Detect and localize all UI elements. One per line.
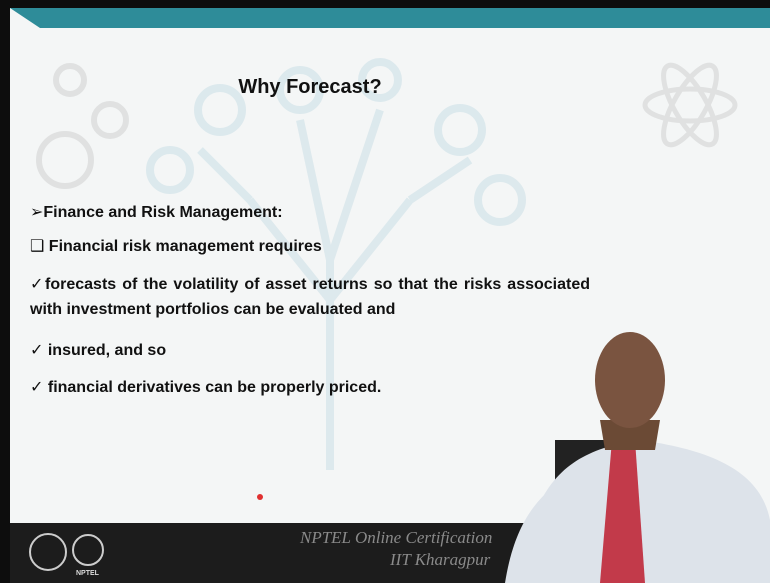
- footer-line: IIT Kharagpur: [390, 550, 491, 569]
- slide-title: Why Forecast?: [238, 76, 382, 98]
- check-text: forecasts of the volatility of asset ret…: [30, 276, 590, 318]
- check-item: ✓ insured, and so: [30, 342, 167, 359]
- head: [595, 332, 665, 428]
- subheading: ❑ Financial risk management requires: [30, 238, 322, 255]
- footer-line: NPTEL Online Certification: [300, 528, 493, 547]
- tie: [600, 440, 645, 583]
- gear-decoration: [36, 63, 129, 189]
- nptel-logo: [72, 534, 104, 566]
- pointer-dot: [257, 494, 263, 500]
- subheading-text: Financial risk management requires: [48, 238, 322, 255]
- top-bar: [10, 8, 770, 28]
- atom-decoration: [642, 62, 738, 148]
- iit-logo: [29, 533, 67, 571]
- check-text: financial derivatives can be properly pr…: [47, 379, 382, 396]
- logo-label: NPTEL: [76, 570, 99, 577]
- heading: ➢Finance and Risk Management:: [30, 202, 283, 222]
- check-text: insured, and so: [47, 342, 167, 359]
- neck: [600, 420, 660, 450]
- check-item: ✓ financial derivatives can be properly …: [30, 379, 382, 396]
- heading-text: ➢Finance and Risk Management:: [30, 204, 283, 221]
- check-item: ✓forecasts of the volatility of asset re…: [30, 276, 590, 318]
- tree-decoration: [146, 58, 526, 470]
